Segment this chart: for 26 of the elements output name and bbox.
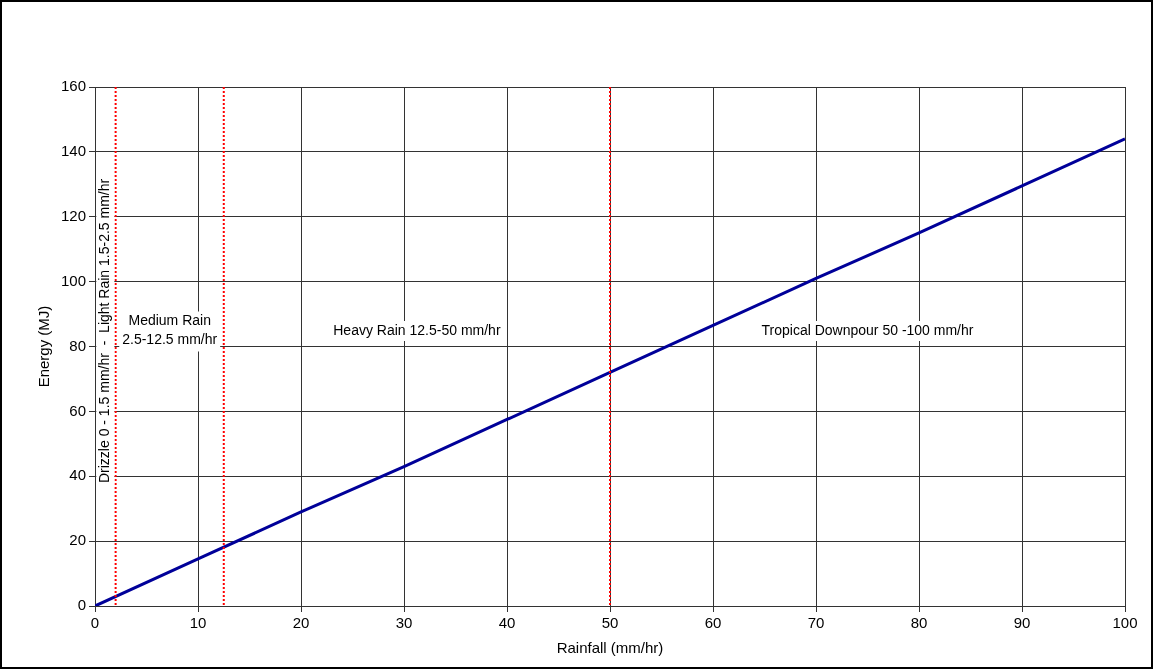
y-axis-title: Energy (MJ) xyxy=(35,305,53,388)
x-axis-title: Rainfall (mm/hr) xyxy=(556,639,664,657)
x-tick-label: 80 xyxy=(910,614,928,632)
annotation: Tropical Downpour 50 -100 mm/hr xyxy=(761,321,974,338)
annotation: Medium Rain 2.5-12.5 mm/hr xyxy=(122,312,218,348)
x-tick-label: 30 xyxy=(395,614,413,632)
x-tick-label: 90 xyxy=(1013,614,1031,632)
x-tick-label: 50 xyxy=(601,614,619,632)
y-tick-label: 20 xyxy=(69,531,87,549)
y-tick-label: 140 xyxy=(61,142,87,160)
x-tick-label: 60 xyxy=(704,614,722,632)
x-tick-label: 10 xyxy=(189,614,207,632)
annotation: Heavy Rain 12.5-50 mm/hr xyxy=(333,321,501,338)
y-tick-label: 40 xyxy=(69,466,87,484)
y-tick-label: 0 xyxy=(77,596,87,614)
x-tick-label: 0 xyxy=(90,614,100,632)
x-tick-label: 20 xyxy=(292,614,310,632)
y-tick-label: 80 xyxy=(69,336,87,354)
y-tick-label: 60 xyxy=(69,401,87,419)
x-tick-label: 70 xyxy=(807,614,825,632)
x-tick-label: 40 xyxy=(498,614,516,632)
annotation: Drizzle 0 - 1.5 mm/hr - Light Rain 1.5-2.5 mm/hr xyxy=(96,178,113,484)
y-tick-label: 160 xyxy=(61,77,87,95)
y-tick-label: 120 xyxy=(61,206,87,224)
x-tick-label: 100 xyxy=(1112,614,1138,632)
y-tick-label: 100 xyxy=(61,271,87,289)
